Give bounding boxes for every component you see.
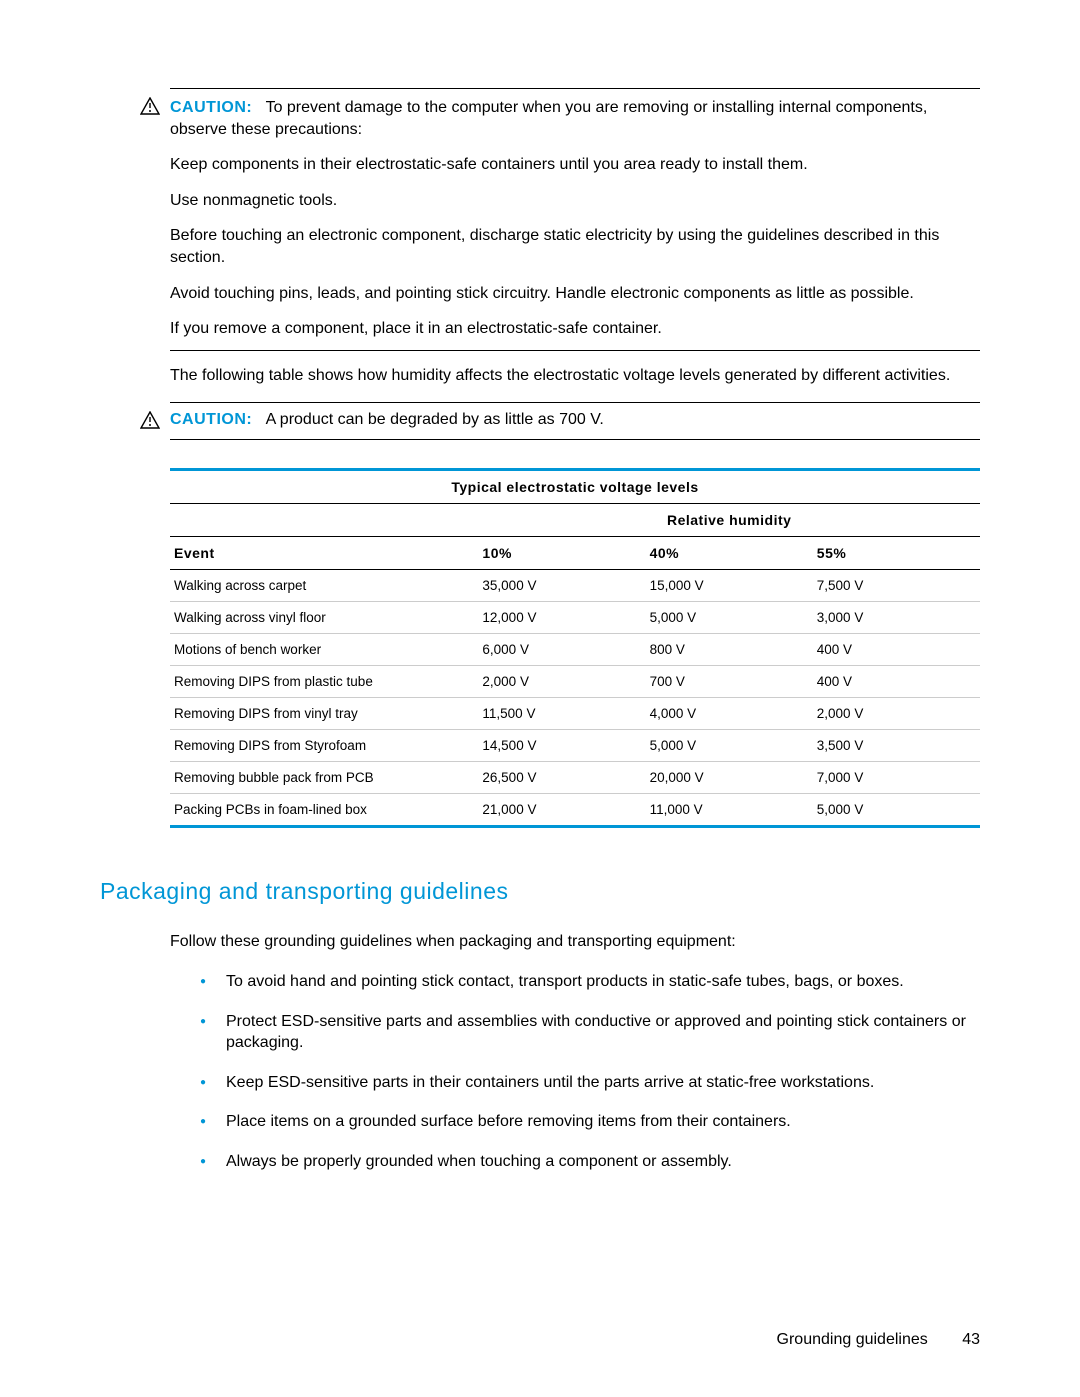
table-cell-value: 20,000 V bbox=[646, 762, 813, 794]
caution-block-1: CAUTION: To prevent damage to the comput… bbox=[170, 88, 980, 351]
table-row: Removing DIPS from Styrofoam14,500 V5,00… bbox=[170, 730, 980, 762]
list-item: Always be properly grounded when touchin… bbox=[200, 1151, 980, 1173]
table-title-row: Typical electrostatic voltage levels bbox=[170, 470, 980, 504]
list-item: Keep ESD-sensitive parts in their contai… bbox=[200, 1072, 980, 1094]
table-header-10: 10% bbox=[478, 537, 645, 570]
caution-p5: Avoid touching pins, leads, and pointing… bbox=[170, 283, 980, 305]
table-cell-value: 5,000 V bbox=[813, 794, 980, 827]
caution-label: CAUTION: bbox=[170, 411, 252, 428]
table-cell-value: 35,000 V bbox=[478, 570, 645, 602]
caution-p4: Before touching an electronic component,… bbox=[170, 225, 980, 268]
table-row: Walking across vinyl floor12,000 V5,000 … bbox=[170, 602, 980, 634]
footer-page-number: 43 bbox=[962, 1331, 980, 1348]
table-empty-cell bbox=[170, 504, 478, 537]
table-row: Removing DIPS from vinyl tray11,500 V4,0… bbox=[170, 698, 980, 730]
caution-p3: Use nonmagnetic tools. bbox=[170, 190, 980, 212]
table-cell-value: 7,500 V bbox=[813, 570, 980, 602]
list-item: Protect ESD-sensitive parts and assembli… bbox=[200, 1011, 980, 1054]
caution-text: To prevent damage to the computer when y… bbox=[170, 99, 927, 138]
section-heading: Packaging and transporting guidelines bbox=[100, 878, 980, 905]
caution-block-2: CAUTION: A product can be degraded by as… bbox=[170, 402, 980, 440]
table-cell-event: Removing DIPS from vinyl tray bbox=[170, 698, 478, 730]
table-cell-value: 5,000 V bbox=[646, 602, 813, 634]
table-cell-value: 2,000 V bbox=[813, 698, 980, 730]
table-header-55: 55% bbox=[813, 537, 980, 570]
caution-p6: If you remove a component, place it in a… bbox=[170, 318, 980, 340]
table-cell-event: Walking across carpet bbox=[170, 570, 478, 602]
list-item: Place items on a grounded surface before… bbox=[200, 1111, 980, 1133]
document-page: CAUTION: To prevent damage to the comput… bbox=[0, 0, 1080, 1397]
table-row: Removing bubble pack from PCB26,500 V20,… bbox=[170, 762, 980, 794]
table-cell-event: Walking across vinyl floor bbox=[170, 602, 478, 634]
table-header-event: Event bbox=[170, 537, 478, 570]
table-cell-value: 3,500 V bbox=[813, 730, 980, 762]
caution-text: A product can be degraded by as little a… bbox=[266, 411, 604, 428]
table-cell-value: 4,000 V bbox=[646, 698, 813, 730]
table-cell-value: 700 V bbox=[646, 666, 813, 698]
table-cell-value: 15,000 V bbox=[646, 570, 813, 602]
warning-icon bbox=[140, 97, 160, 115]
table-cell-value: 21,000 V bbox=[478, 794, 645, 827]
table-cell-value: 2,000 V bbox=[478, 666, 645, 698]
table-cell-value: 400 V bbox=[813, 666, 980, 698]
voltage-table: Typical electrostatic voltage levels Rel… bbox=[170, 468, 980, 828]
table-row: Motions of bench worker6,000 V800 V400 V bbox=[170, 634, 980, 666]
footer-section: Grounding guidelines bbox=[777, 1331, 928, 1348]
table-row: Walking across carpet35,000 V15,000 V7,5… bbox=[170, 570, 980, 602]
bullet-list: To avoid hand and pointing stick contact… bbox=[200, 971, 980, 1173]
table-cell-value: 800 V bbox=[646, 634, 813, 666]
table-cell-value: 3,000 V bbox=[813, 602, 980, 634]
table-cell-value: 7,000 V bbox=[813, 762, 980, 794]
table-cell-value: 11,500 V bbox=[478, 698, 645, 730]
table-cell-value: 5,000 V bbox=[646, 730, 813, 762]
table-rh-row: Relative humidity bbox=[170, 504, 980, 537]
table-row: Packing PCBs in foam-lined box21,000 V11… bbox=[170, 794, 980, 827]
table-cell-value: 400 V bbox=[813, 634, 980, 666]
table-header-40: 40% bbox=[646, 537, 813, 570]
table-cell-event: Packing PCBs in foam-lined box bbox=[170, 794, 478, 827]
table-cell-event: Removing DIPS from plastic tube bbox=[170, 666, 478, 698]
table-cell-event: Removing DIPS from Styrofoam bbox=[170, 730, 478, 762]
table-rh-label: Relative humidity bbox=[478, 504, 980, 537]
table-title: Typical electrostatic voltage levels bbox=[170, 470, 980, 504]
table-cell-value: 6,000 V bbox=[478, 634, 645, 666]
list-item: To avoid hand and pointing stick contact… bbox=[200, 971, 980, 993]
section-intro: Follow these grounding guidelines when p… bbox=[170, 931, 980, 953]
table-cell-event: Removing bubble pack from PCB bbox=[170, 762, 478, 794]
transition-paragraph: The following table shows how humidity a… bbox=[170, 365, 980, 387]
caution-p2: Keep components in their electrostatic-s… bbox=[170, 154, 980, 176]
warning-icon bbox=[140, 411, 160, 429]
table-cell-event: Motions of bench worker bbox=[170, 634, 478, 666]
table-cell-value: 26,500 V bbox=[478, 762, 645, 794]
table-cell-value: 12,000 V bbox=[478, 602, 645, 634]
caution-p1: CAUTION: To prevent damage to the comput… bbox=[170, 97, 980, 140]
caution-label: CAUTION: bbox=[170, 99, 252, 116]
page-footer: Grounding guidelines 43 bbox=[777, 1331, 980, 1349]
table-header-row: Event 10% 40% 55% bbox=[170, 537, 980, 570]
table-cell-value: 14,500 V bbox=[478, 730, 645, 762]
table-cell-value: 11,000 V bbox=[646, 794, 813, 827]
table-row: Removing DIPS from plastic tube2,000 V70… bbox=[170, 666, 980, 698]
